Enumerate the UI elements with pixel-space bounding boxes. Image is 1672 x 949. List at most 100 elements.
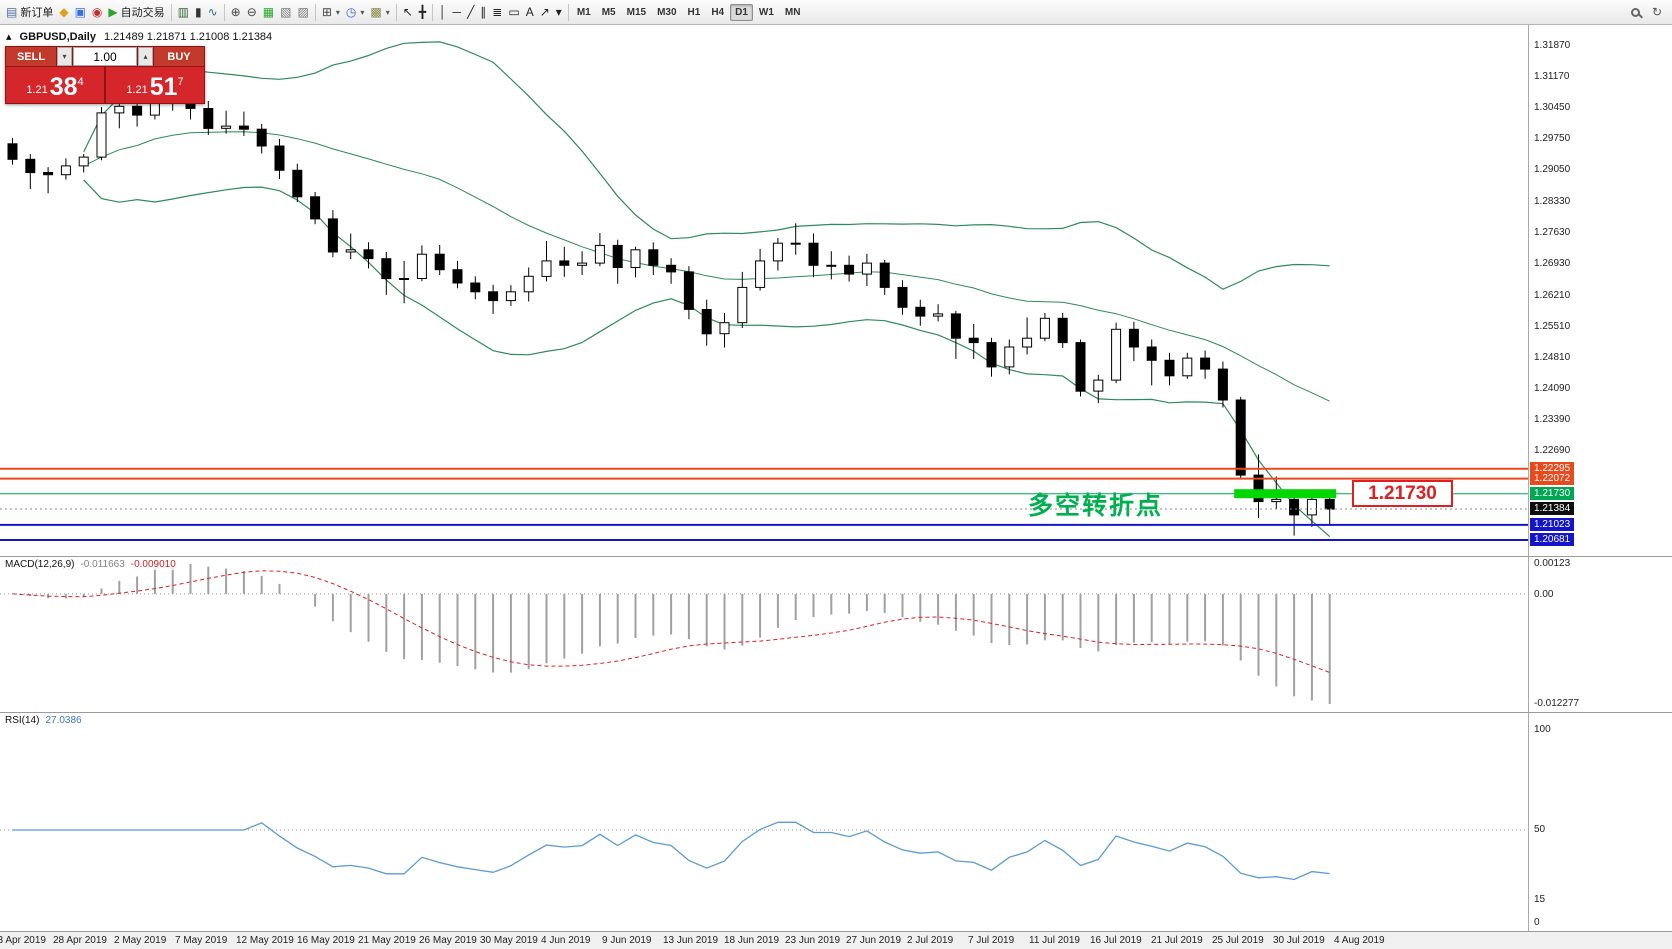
candle-body (844, 264, 855, 275)
timeframe-d1-button[interactable]: D1 (730, 3, 753, 21)
zoom-out-icon: ⊖ (246, 5, 257, 19)
panel-splitter[interactable] (0, 712, 1672, 713)
ohlc-toggle-icon[interactable]: ▴ (6, 31, 12, 43)
sell-button[interactable]: SELL (6, 47, 56, 66)
shapes-button[interactable]: ▭ (505, 2, 522, 22)
buy-price-panel[interactable]: 1.21 51 7 (106, 67, 204, 103)
candle-body (1200, 357, 1211, 370)
zoom-in-button[interactable]: ⊕ (228, 2, 244, 22)
panel-splitter[interactable] (0, 556, 1672, 557)
buy-button[interactable]: BUY (154, 47, 204, 66)
date-label: 12 May 2019 (236, 935, 294, 946)
cascade-windows-button[interactable]: ▧ (277, 2, 294, 22)
price-tick: 1.30450 (1534, 102, 1571, 114)
date-label: 13 Jun 2019 (663, 935, 719, 946)
fibonacci-button[interactable]: ≣ (489, 2, 505, 22)
price-level-label[interactable]: 1.20681 (1530, 533, 1575, 546)
objects-more-button[interactable]: ▾ (553, 2, 565, 22)
main-chart-canvas[interactable] (0, 25, 1528, 556)
price-scale[interactable]: 1.31870 1.31170 1.30450 1.29750 1.29050 1.283… (1528, 25, 1672, 556)
tile-windows-button[interactable]: ▦ (260, 2, 277, 22)
candle-body (96, 112, 107, 158)
date-label: 4 Jun 2019 (541, 935, 591, 946)
auto-trading-button[interactable]: ▶ 自动交易 (105, 2, 167, 22)
refresh-button[interactable]: ↻ (1649, 2, 1665, 22)
timeframe-w1-button[interactable]: W1 (758, 6, 774, 18)
community-button[interactable]: ◉ (89, 2, 105, 22)
price-level-label[interactable]: 1.22072 (1530, 471, 1575, 485)
timeframe-h4-button[interactable]: H4 (711, 6, 725, 18)
channel-icon: ∥ (480, 5, 487, 19)
macd-panel[interactable]: MACD(12,26,9) -0.011663 -0.009010 (0, 556, 1528, 712)
arrange-windows-button[interactable]: ▨ (294, 2, 311, 22)
profiles-button[interactable]: ◷ ▾ (343, 2, 368, 22)
cursor-button[interactable]: ↖ (400, 2, 416, 22)
date-label: 4 Aug 2019 (1334, 935, 1385, 946)
new-order-button[interactable]: ▤ 新订单 (3, 2, 56, 22)
candle-body (1146, 346, 1157, 361)
rsi-canvas[interactable] (0, 712, 1528, 931)
candle-body (1289, 498, 1300, 516)
candle-body (1128, 328, 1139, 348)
buy-price-pip: 7 (177, 76, 184, 88)
buy-price-big: 51 (149, 73, 178, 101)
symbol-period-label: GBPUSD,Daily (19, 30, 96, 43)
deposit-button[interactable]: ◆ (56, 2, 71, 22)
price-tick: 1.24810 (1534, 351, 1571, 363)
auto-trading-button-label: 自动交易 (120, 7, 165, 19)
price-tick: 1.26210 (1534, 289, 1571, 301)
chart-line-button[interactable]: ∿ (205, 2, 221, 22)
terminal-button[interactable]: ▣ (72, 2, 89, 22)
macd-scale: 0.00123 0.00 -0.012277 (1528, 556, 1672, 712)
trade-controls-row: SELL ▾ 1.00 ▴ BUY (6, 47, 204, 66)
volume-increase-button[interactable]: ▴ (138, 47, 153, 66)
price-level-label[interactable]: 1.21730 (1530, 486, 1575, 500)
timeframe-m15-button[interactable]: M15 (626, 6, 647, 18)
candle-body (470, 282, 481, 293)
candle-body (1075, 342, 1086, 392)
candle-body (915, 306, 926, 317)
macd-value-signal: -0.009010 (130, 559, 176, 570)
price-level-label[interactable]: 1.22295 (1530, 461, 1575, 475)
arrows-button[interactable]: ↗ (537, 2, 553, 22)
date-label: 16 Jul 2019 (1090, 935, 1142, 946)
vertical-line-button[interactable]: │ (436, 2, 450, 22)
toolbar-separator (567, 3, 569, 21)
price-level-label[interactable]: 1.21023 (1530, 517, 1575, 531)
search-button[interactable] (1628, 2, 1643, 22)
sell-price-panel[interactable]: 1.21 38 4 (6, 67, 104, 103)
rsi-panel[interactable]: RSI(14) 27.0386 (0, 712, 1528, 931)
horizontal-line-button[interactable]: ─ (450, 2, 465, 22)
chart-area[interactable] (0, 25, 1528, 556)
toolbar-separator (432, 3, 434, 21)
timeframe-h1-button[interactable]: H1 (687, 6, 701, 18)
crosshair-button[interactable]: ╋ (416, 2, 429, 22)
date-axis[interactable]: 23 Apr 2019 28 Apr 2019 2 May 2019 7 May 20… (0, 931, 1672, 949)
candle-body (43, 172, 54, 176)
text-button[interactable]: A (523, 2, 537, 22)
candle-body (1235, 399, 1246, 476)
channel-button[interactable]: ∥ (477, 2, 489, 22)
timeframe-m5-button[interactable]: M5 (601, 6, 616, 18)
timeframe-mn-button[interactable]: MN (784, 6, 801, 18)
annotation-text[interactable]: 多空转折点 (1028, 492, 1164, 520)
chart-candles-button[interactable]: ▮ (192, 2, 205, 22)
dropdown-caret-icon: ▾ (360, 7, 365, 17)
macd-canvas[interactable] (0, 556, 1528, 712)
timeframe-m1-button[interactable]: M1 (576, 6, 591, 18)
new-chart-button[interactable]: ⊞ ▾ (319, 2, 343, 22)
trendline-button[interactable]: ╱ (464, 2, 477, 22)
chart-bars-button[interactable]: ▥ (175, 2, 192, 22)
vertical-line-icon: │ (439, 5, 447, 19)
candle-body (292, 169, 303, 198)
volume-input[interactable]: 1.00 (73, 47, 137, 66)
templates-button[interactable]: ▩ ▾ (367, 2, 392, 22)
zoom-out-button[interactable]: ⊖ (244, 2, 260, 22)
date-label: 21 Jul 2019 (1151, 935, 1203, 946)
macd-scale-min: -0.012277 (1534, 698, 1580, 709)
volume-decrease-button[interactable]: ▾ (57, 47, 72, 66)
timeframe-m30-button[interactable]: M30 (657, 6, 677, 18)
level-price-label[interactable]: 1.21730 (1352, 480, 1453, 507)
level-highlight-segment[interactable] (1234, 489, 1337, 499)
